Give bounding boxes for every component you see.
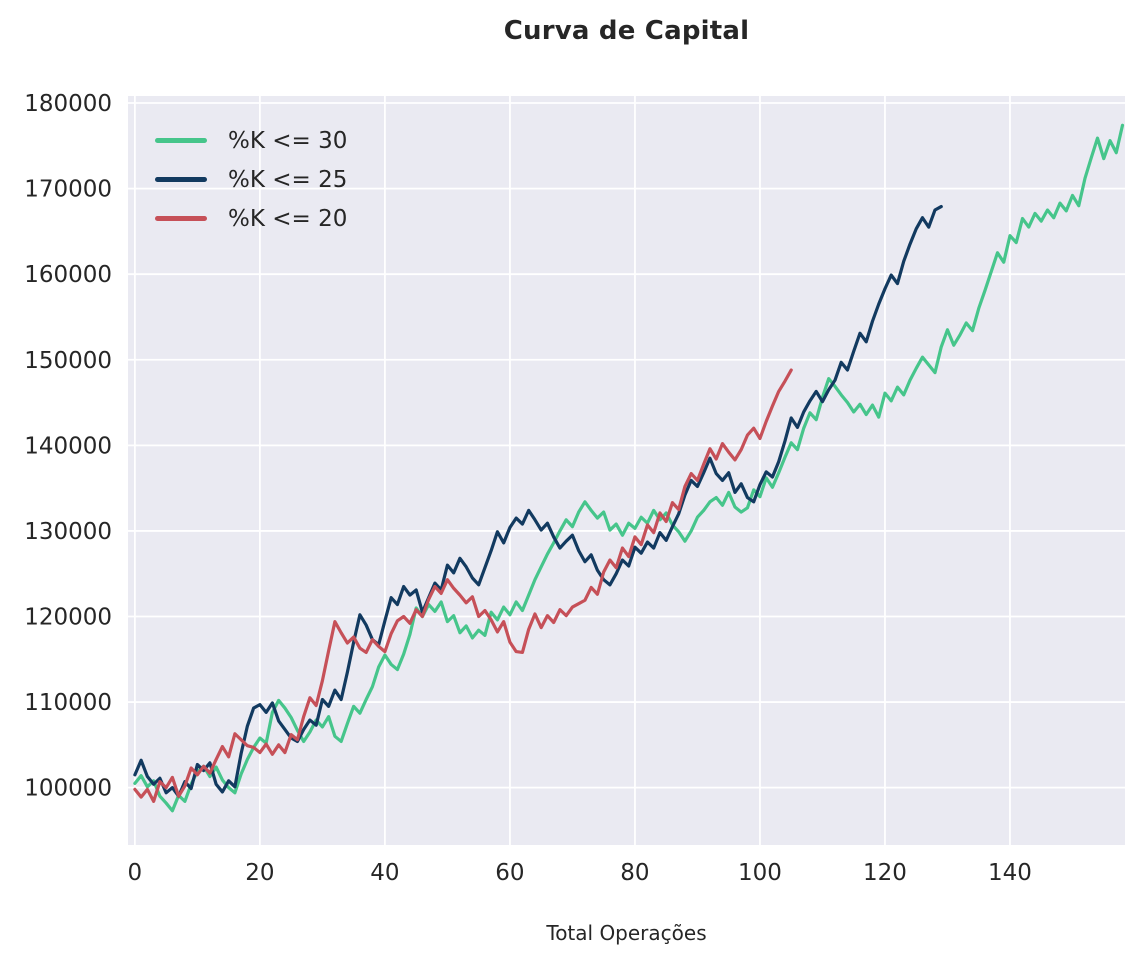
legend-row-0: %K <= 30 [155,121,347,160]
legend-label-2: %K <= 20 [228,205,348,232]
x-tick-label: 60 [495,860,524,886]
chart-title: Curva de Capital [503,16,750,46]
x-tick-label: 100 [738,860,782,886]
y-tick-label: 170000 [24,177,112,203]
legend-label-1: %K <= 25 [228,166,348,193]
series-group [133,123,1125,813]
legend: %K <= 30 %K <= 25 %K <= 20 [155,121,347,238]
legend-label-0: %K <= 30 [228,127,348,154]
x-tick-label: 80 [620,860,649,886]
x-tick-label: 20 [245,860,274,886]
y-tick-label: 130000 [24,519,112,545]
x-axis-label: Total Operações [546,921,707,945]
x-tick-label: 140 [988,860,1032,886]
legend-row-1: %K <= 25 [155,160,347,199]
y-tick-label: 120000 [24,605,112,631]
legend-line-swatch-2 [155,216,207,221]
y-tick-label: 100000 [24,776,112,802]
series-line-1 [133,204,943,798]
x-tick-label: 120 [863,860,907,886]
x-tick-label: 40 [370,860,399,886]
series-line-2 [133,368,793,803]
gridlines [128,96,1125,845]
x-tick-label: 0 [128,860,143,886]
legend-row-2: %K <= 20 [155,199,347,238]
y-tick-label: 180000 [24,91,112,117]
y-tick-label: 160000 [24,262,112,288]
legend-line-swatch-1 [155,177,207,182]
y-tick-label: 140000 [24,433,112,459]
y-tick-label: 150000 [24,348,112,374]
legend-line-swatch-0 [155,138,207,143]
y-tick-label: 110000 [24,690,112,716]
